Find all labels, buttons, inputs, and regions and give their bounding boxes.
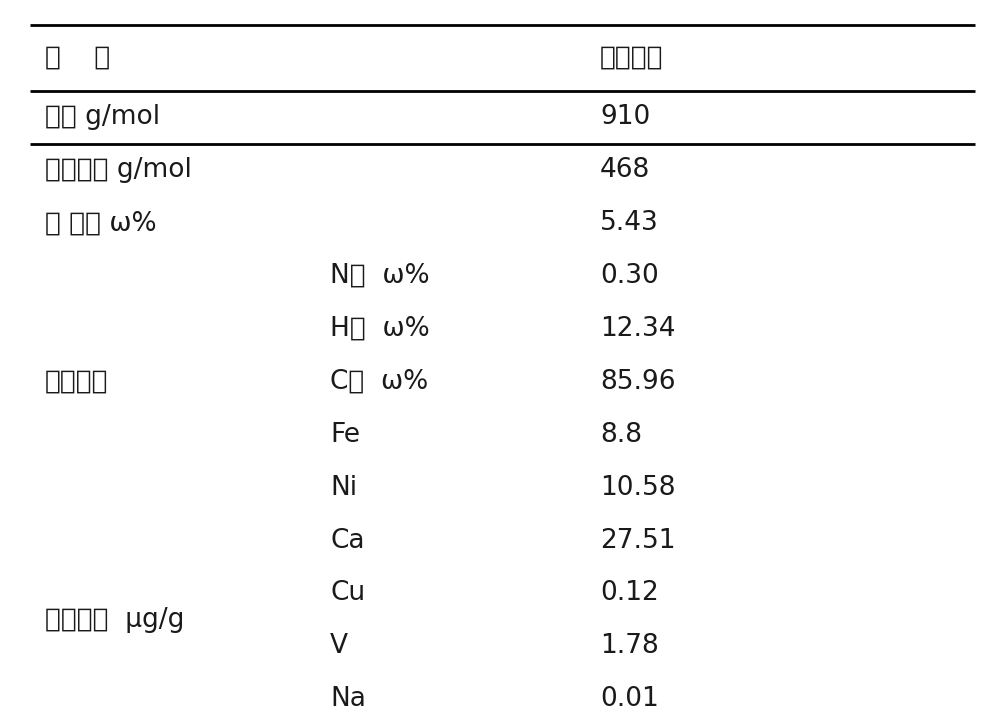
Text: 0.12: 0.12	[600, 581, 659, 606]
Text: 重金属，  μg/g: 重金属， μg/g	[45, 607, 184, 633]
Text: 0.30: 0.30	[600, 263, 659, 289]
Text: 468: 468	[600, 157, 650, 183]
Text: 8.8: 8.8	[600, 422, 642, 448]
Text: 密度 g/mol: 密度 g/mol	[45, 104, 160, 130]
Text: 27.51: 27.51	[600, 528, 676, 553]
Text: 12.34: 12.34	[600, 316, 676, 342]
Text: 残 炭， ω%: 残 炭， ω%	[45, 210, 157, 236]
Text: Na: Na	[330, 686, 366, 712]
Text: 催化原料: 催化原料	[600, 45, 664, 71]
Text: 0.01: 0.01	[600, 686, 659, 712]
Text: 项    目: 项 目	[45, 45, 110, 71]
Text: 85.96: 85.96	[600, 369, 676, 395]
Text: 10.58: 10.58	[600, 475, 676, 500]
Text: Ni: Ni	[330, 475, 357, 500]
Text: H，  ω%: H， ω%	[330, 316, 430, 342]
Text: 分子量， g/mol: 分子量， g/mol	[45, 157, 192, 183]
Text: Cu: Cu	[330, 581, 365, 606]
Text: C，  ω%: C， ω%	[330, 369, 428, 395]
Text: Fe: Fe	[330, 422, 360, 448]
Text: Ca: Ca	[330, 528, 364, 553]
Text: 元素分析: 元素分析	[45, 369, 108, 395]
Text: V: V	[330, 633, 348, 659]
Text: 5.43: 5.43	[600, 210, 659, 236]
Text: 1.78: 1.78	[600, 633, 659, 659]
Text: 910: 910	[600, 104, 650, 130]
Text: N，  ω%: N， ω%	[330, 263, 430, 289]
